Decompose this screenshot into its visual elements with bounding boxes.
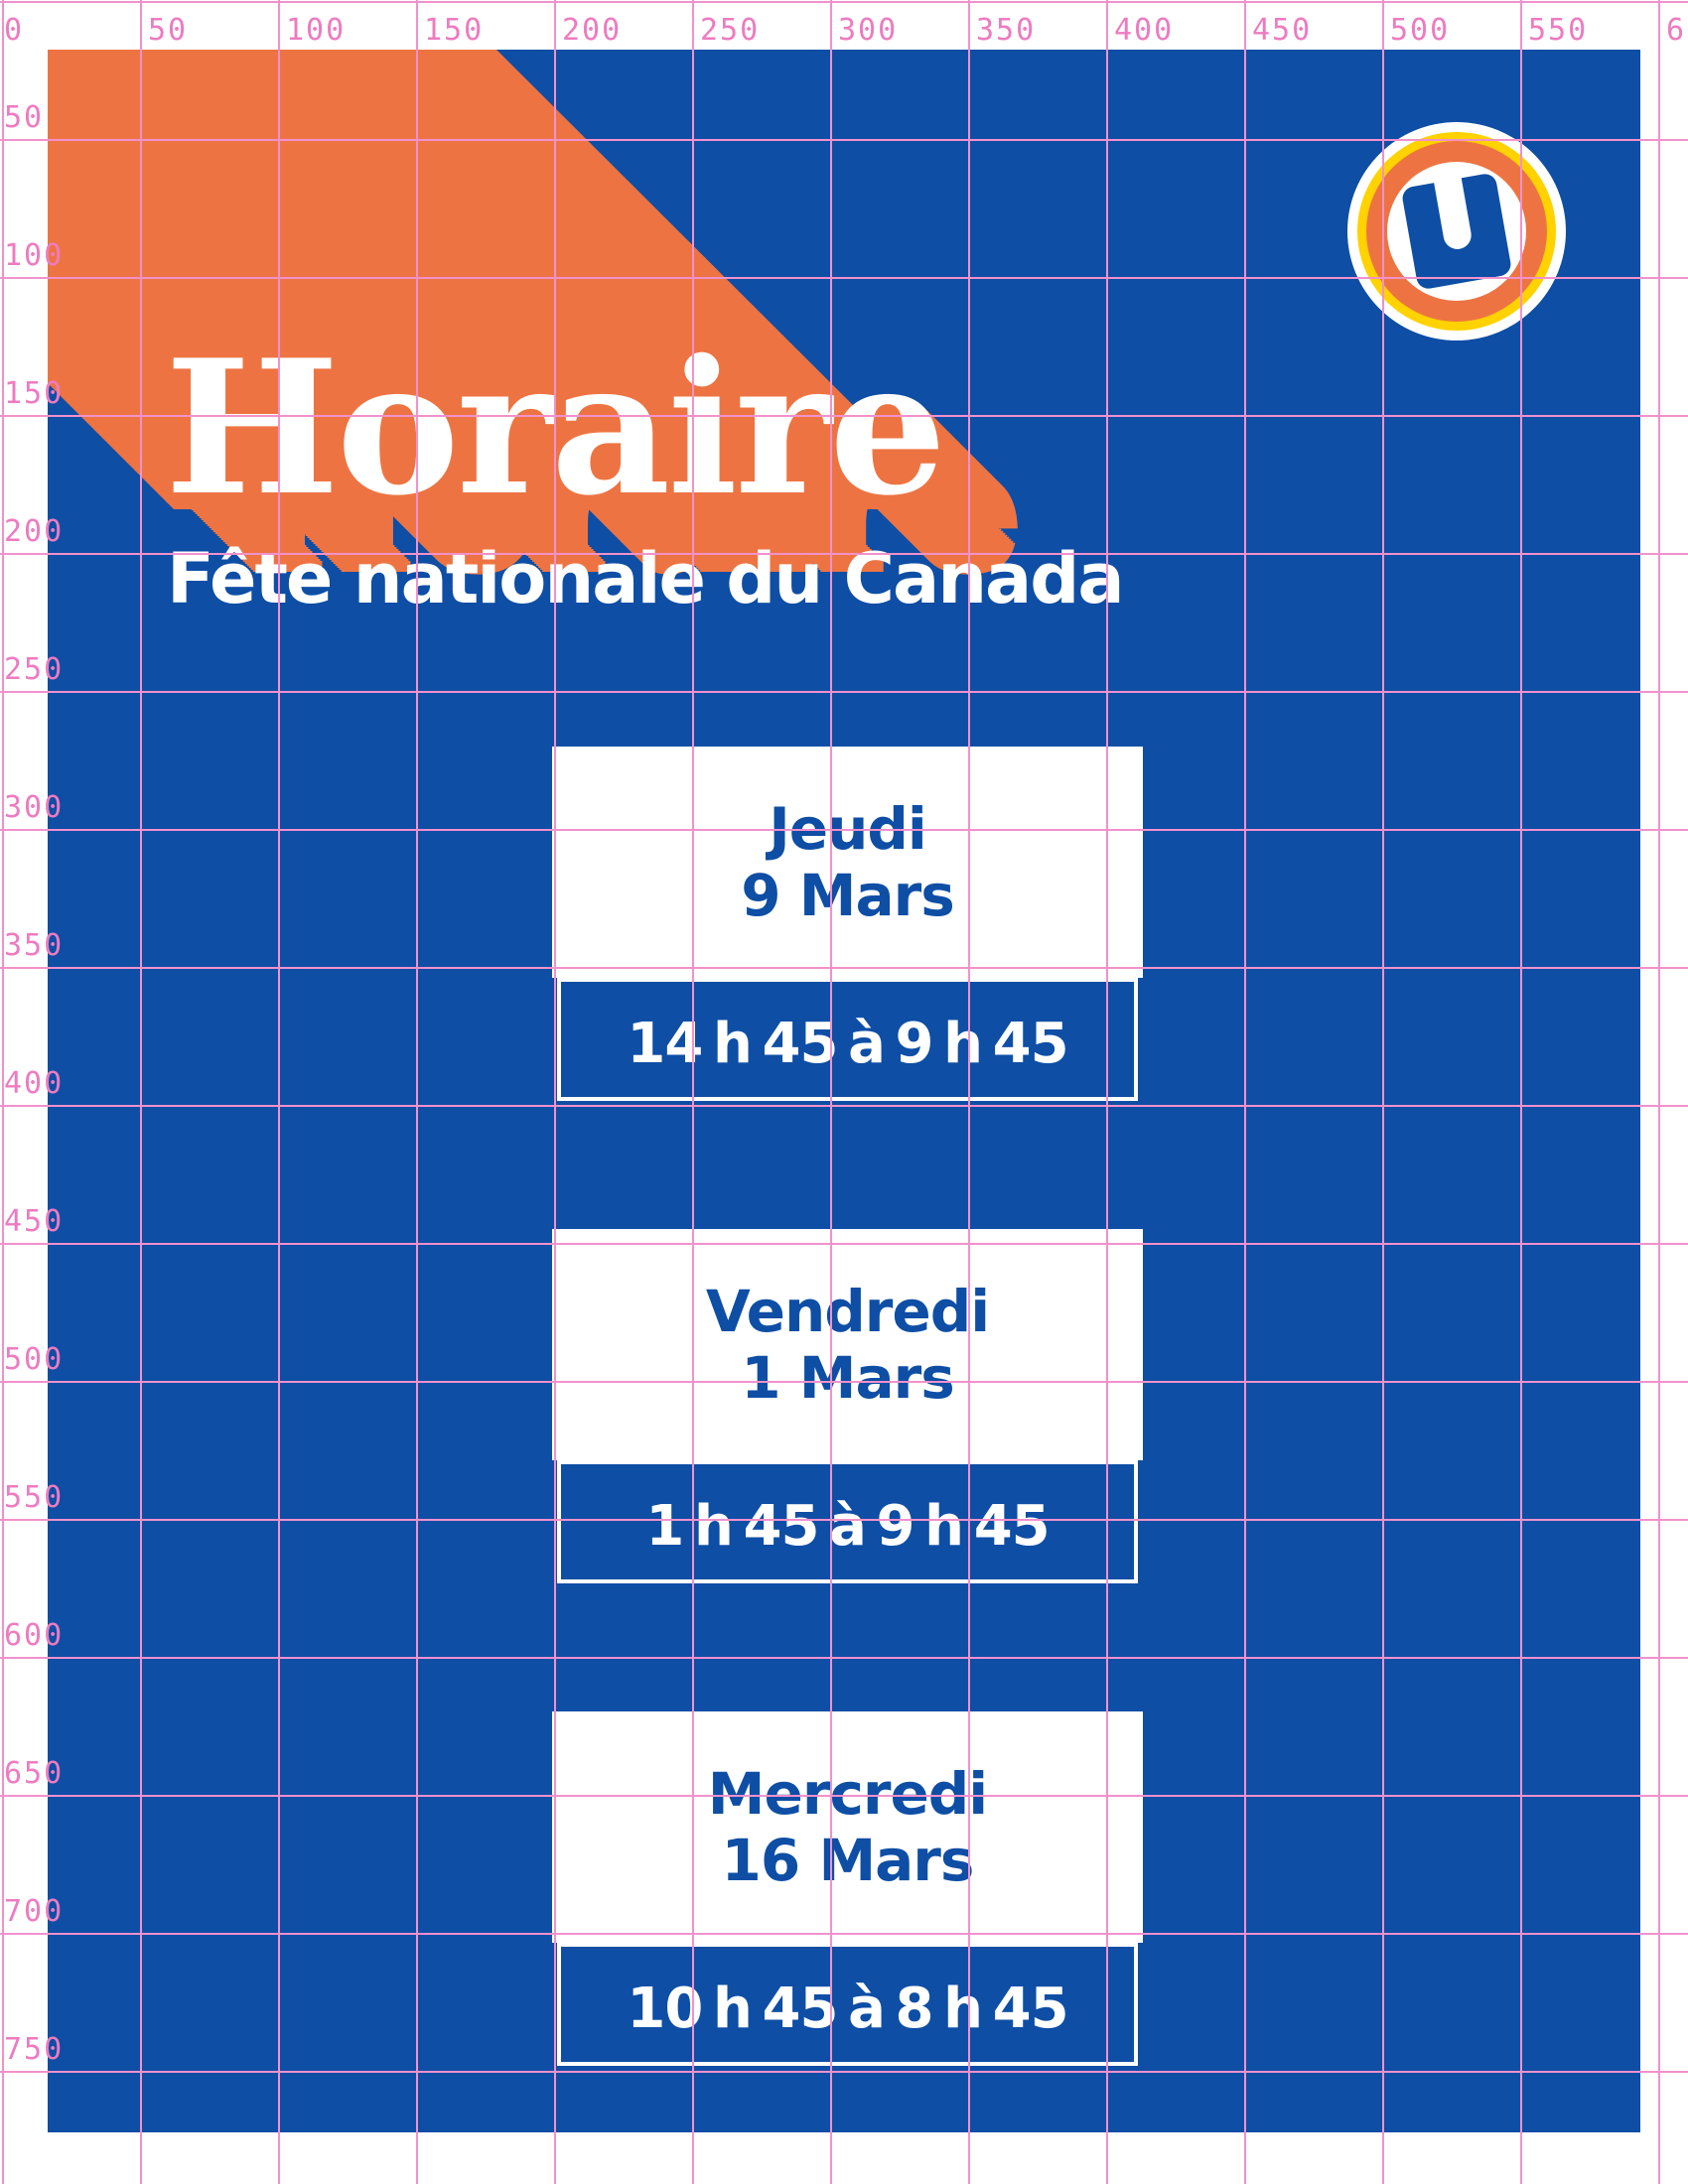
schedule-card: Vendredi 1 Mars 1 h 45 à 9 h 45: [552, 1229, 1143, 1591]
ruler-label: 50: [4, 100, 45, 135]
ruler-label: 350: [976, 13, 1037, 48]
ruler-label: 200: [562, 13, 623, 48]
schedule-card-day: Vendredi 1 Mars: [552, 1229, 1143, 1460]
schedule-card: Mercredi 16 Mars 10 h 45 à 8 h 45: [552, 1711, 1143, 2074]
date-label: 9 Mars: [741, 861, 955, 929]
grid-line: [1658, 0, 1660, 2184]
poster-title: Horaire: [165, 319, 946, 536]
schedule-card-hours-bar: 10 h 45 à 8 h 45: [552, 1943, 1143, 2074]
day-label: Vendredi: [705, 1277, 990, 1345]
ruler-label: 0: [4, 13, 25, 48]
date-label: 16 Mars: [721, 1826, 975, 1894]
ruler-label: 500: [1390, 13, 1451, 48]
poster-subtitle: Fête nationale du Canada: [167, 538, 1125, 619]
ruler-label: 400: [1114, 13, 1175, 48]
date-label: 1 Mars: [741, 1343, 955, 1412]
ruler-label: 150: [424, 13, 485, 48]
schedule-card: Jeudi 9 Mars 14 h 45 à 9 h 45: [552, 747, 1143, 1109]
ruler-label: 550: [1528, 13, 1589, 48]
day-label: Mercredi: [707, 1759, 988, 1828]
brand-badge-u-icon: [1347, 122, 1566, 341]
ruler-label: 50: [148, 13, 189, 48]
grid-line: [2, 0, 4, 2184]
schedule-card-hours-bar: 14 h 45 à 9 h 45: [552, 978, 1143, 1109]
poster: Horaire Fête nationale du Canada Jeudi 9…: [48, 50, 1640, 2132]
schedule-card-day: Jeudi 9 Mars: [552, 747, 1143, 978]
schedule-card-day: Mercredi 16 Mars: [552, 1711, 1143, 1943]
grid-line: [0, 1, 1688, 3]
ruler-label: 250: [700, 13, 761, 48]
hours-label: 10 h 45 à 8 h 45: [627, 1976, 1068, 2041]
ruler-label: 300: [838, 13, 899, 48]
ruler-label: 450: [1252, 13, 1313, 48]
schedule-card-hours-bar: 1 h 45 à 9 h 45: [552, 1460, 1143, 1591]
day-label: Jeudi: [769, 794, 927, 863]
ruler-label: 600: [1666, 13, 1688, 48]
hours-label: 14 h 45 à 9 h 45: [627, 1011, 1068, 1076]
ruler-label: 100: [286, 13, 347, 48]
hours-label: 1 h 45 à 9 h 45: [645, 1493, 1050, 1559]
